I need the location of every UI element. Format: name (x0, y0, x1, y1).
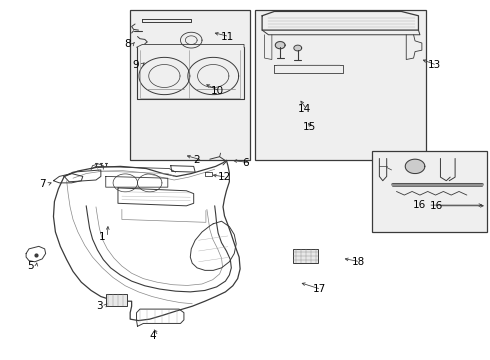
Text: 4: 4 (150, 331, 156, 341)
Text: 9: 9 (133, 60, 139, 70)
Text: 10: 10 (211, 86, 224, 96)
Polygon shape (275, 41, 285, 49)
Polygon shape (294, 45, 302, 51)
Bar (372, 151, 487, 232)
Text: 8: 8 (124, 40, 130, 49)
Text: 3: 3 (96, 301, 102, 311)
Text: 7: 7 (39, 179, 46, 189)
Text: 11: 11 (220, 32, 234, 41)
Bar (130, 10, 250, 160)
Bar (106, 294, 127, 306)
Bar (293, 249, 318, 263)
Text: 1: 1 (98, 232, 105, 242)
Text: 15: 15 (303, 122, 316, 132)
Polygon shape (405, 159, 425, 174)
Text: 14: 14 (298, 104, 311, 114)
Bar (255, 10, 426, 160)
Text: 6: 6 (243, 158, 249, 168)
Text: 2: 2 (194, 155, 200, 165)
Text: 17: 17 (313, 284, 326, 294)
Text: 13: 13 (428, 60, 441, 70)
Text: 16: 16 (430, 201, 443, 211)
Text: 16: 16 (413, 200, 426, 210)
Text: 5: 5 (27, 261, 34, 271)
Text: 18: 18 (351, 257, 365, 267)
Text: 12: 12 (218, 172, 231, 182)
